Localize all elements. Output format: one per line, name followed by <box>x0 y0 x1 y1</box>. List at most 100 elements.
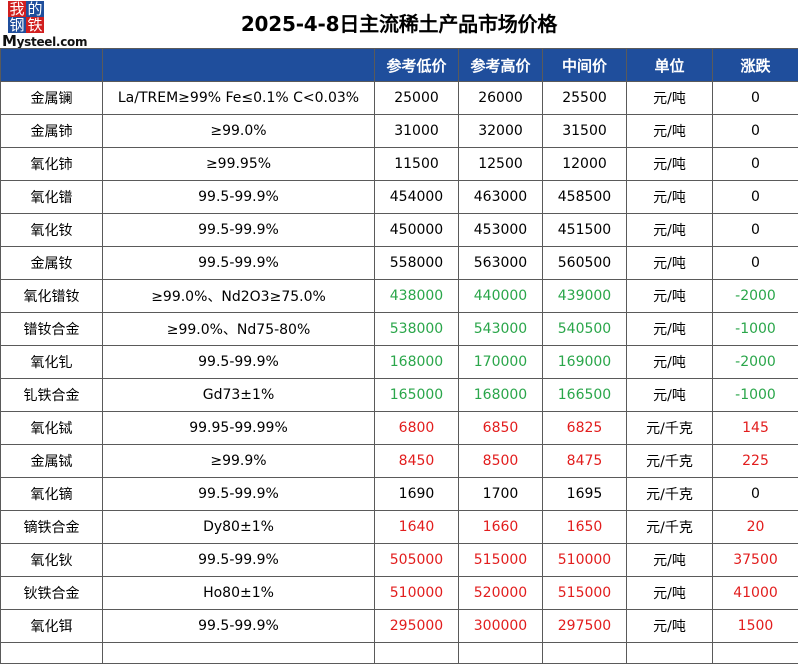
cell-low-price: 1640 <box>375 511 459 544</box>
cell-product-name: 氧化镨钕 <box>1 280 103 313</box>
cell-product-name: 金属镧 <box>1 82 103 115</box>
cell-unit: 元/吨 <box>627 82 713 115</box>
cell-product-name: 氧化镨 <box>1 181 103 214</box>
cell-mid-price: 6825 <box>543 412 627 445</box>
cell-low-price: 168000 <box>375 346 459 379</box>
cell-mid-price: 560500 <box>543 247 627 280</box>
cell-empty <box>543 643 627 664</box>
cell-high-price: 1660 <box>459 511 543 544</box>
cell-product-name: 金属钕 <box>1 247 103 280</box>
cell-change: 0 <box>713 247 798 280</box>
cell-low-price: 31000 <box>375 115 459 148</box>
cell-mid-price: 297500 <box>543 610 627 643</box>
cell-change: 37500 <box>713 544 798 577</box>
cell-unit: 元/吨 <box>627 280 713 313</box>
cell-low-price: 25000 <box>375 82 459 115</box>
table-header-row: 参考低价 参考高价 中间价 单位 涨跌 <box>1 49 798 82</box>
cell-unit: 元/吨 <box>627 214 713 247</box>
cell-low-price: 1690 <box>375 478 459 511</box>
cell-mid-price: 540500 <box>543 313 627 346</box>
cell-change: 41000 <box>713 577 798 610</box>
cell-product-name: 金属铽 <box>1 445 103 478</box>
cell-unit: 元/吨 <box>627 379 713 412</box>
cell-spec: ≥99.95% <box>103 148 375 181</box>
header-high-price: 参考高价 <box>459 49 543 82</box>
cell-empty <box>459 643 543 664</box>
cell-empty <box>375 643 459 664</box>
cell-mid-price: 451500 <box>543 214 627 247</box>
cell-product-name: 氧化钬 <box>1 544 103 577</box>
cell-high-price: 453000 <box>459 214 543 247</box>
cell-spec: 99.5-99.9% <box>103 346 375 379</box>
cell-change: 1500 <box>713 610 798 643</box>
cell-low-price: 454000 <box>375 181 459 214</box>
cell-high-price: 32000 <box>459 115 543 148</box>
cell-unit: 元/吨 <box>627 247 713 280</box>
cell-high-price: 168000 <box>459 379 543 412</box>
header-unit: 单位 <box>627 49 713 82</box>
cell-spec: Ho80±1% <box>103 577 375 610</box>
cell-spec: La/TREM≥99% Fe≤0.1% C<0.03% <box>103 82 375 115</box>
cell-product-name: 镝铁合金 <box>1 511 103 544</box>
cell-low-price: 558000 <box>375 247 459 280</box>
cell-product-name: 钬铁合金 <box>1 577 103 610</box>
cell-unit: 元/吨 <box>627 577 713 610</box>
cell-spec: 99.5-99.9% <box>103 610 375 643</box>
cell-unit: 元/千克 <box>627 511 713 544</box>
cell-high-price: 543000 <box>459 313 543 346</box>
cell-high-price: 300000 <box>459 610 543 643</box>
cell-change: -1000 <box>713 379 798 412</box>
cell-low-price: 11500 <box>375 148 459 181</box>
cell-product-name: 钆铁合金 <box>1 379 103 412</box>
cell-mid-price: 166500 <box>543 379 627 412</box>
cell-spec: 99.5-99.9% <box>103 214 375 247</box>
cell-mid-price: 31500 <box>543 115 627 148</box>
cell-mid-price: 1695 <box>543 478 627 511</box>
cell-mid-price: 12000 <box>543 148 627 181</box>
cell-product-name: 氧化钕 <box>1 214 103 247</box>
header-mid-price: 中间价 <box>543 49 627 82</box>
cell-spec: ≥99.0% <box>103 115 375 148</box>
cell-change: 0 <box>713 115 798 148</box>
cell-high-price: 563000 <box>459 247 543 280</box>
cell-high-price: 515000 <box>459 544 543 577</box>
cell-unit: 元/千克 <box>627 445 713 478</box>
cell-spec: ≥99.0%、Nd75-80% <box>103 313 375 346</box>
cell-mid-price: 515000 <box>543 577 627 610</box>
cell-high-price: 12500 <box>459 148 543 181</box>
cell-mid-price: 169000 <box>543 346 627 379</box>
cell-spec: 99.95-99.99% <box>103 412 375 445</box>
cell-product-name: 金属铈 <box>1 115 103 148</box>
cell-unit: 元/吨 <box>627 313 713 346</box>
cell-low-price: 165000 <box>375 379 459 412</box>
cell-unit: 元/吨 <box>627 610 713 643</box>
cell-low-price: 6800 <box>375 412 459 445</box>
cell-change: 20 <box>713 511 798 544</box>
cell-product-name: 氧化镝 <box>1 478 103 511</box>
cell-unit: 元/吨 <box>627 181 713 214</box>
cell-high-price: 1700 <box>459 478 543 511</box>
cell-high-price: 463000 <box>459 181 543 214</box>
header-spec <box>103 49 375 82</box>
cell-product-name: 镨钕合金 <box>1 313 103 346</box>
cell-spec: ≥99.0%、Nd2O3≥75.0% <box>103 280 375 313</box>
cell-mid-price: 25500 <box>543 82 627 115</box>
cell-spec: Gd73±1% <box>103 379 375 412</box>
table-empty-row <box>1 643 798 664</box>
cell-mid-price: 510000 <box>543 544 627 577</box>
cell-empty <box>627 643 713 664</box>
cell-low-price: 450000 <box>375 214 459 247</box>
cell-mid-price: 1650 <box>543 511 627 544</box>
